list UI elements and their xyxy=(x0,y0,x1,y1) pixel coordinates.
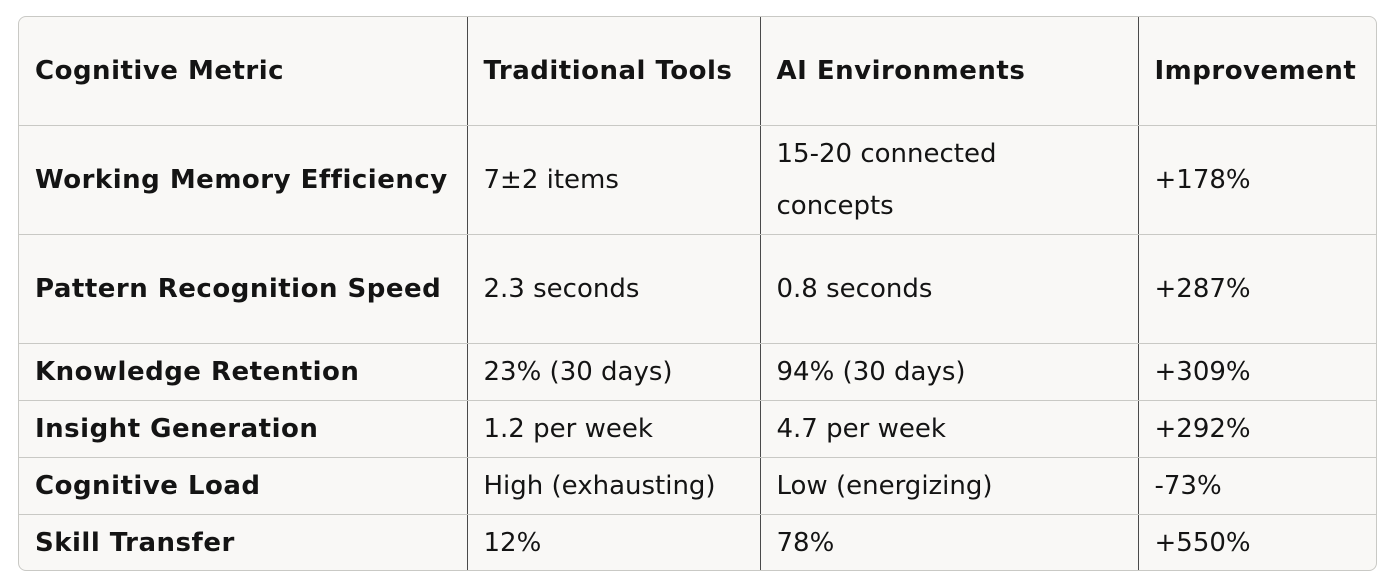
ai-value-cell: 94% (30 days) xyxy=(760,343,1139,401)
table-row: Working Memory Efficiency 7±2 items 15-2… xyxy=(19,125,1376,235)
table-header: Cognitive Metric Traditional Tools AI En… xyxy=(19,17,1376,126)
traditional-value-cell: 1.2 per week xyxy=(467,400,761,458)
traditional-value-cell: 2.3 seconds xyxy=(467,234,761,344)
improvement-cell: +292% xyxy=(1138,400,1376,458)
improvement-cell: +178% xyxy=(1138,125,1376,235)
column-header-traditional-tools: Traditional Tools xyxy=(467,17,761,126)
metric-cell: Cognitive Load xyxy=(19,457,468,515)
traditional-value-cell: 12% xyxy=(467,514,761,570)
header-row: Cognitive Metric Traditional Tools AI En… xyxy=(19,17,1376,126)
metric-cell: Skill Transfer xyxy=(19,514,468,570)
metric-cell: Knowledge Retention xyxy=(19,343,468,401)
table-row: Insight Generation 1.2 per week 4.7 per … xyxy=(19,400,1376,458)
metrics-table-container: Cognitive Metric Traditional Tools AI En… xyxy=(18,16,1377,571)
traditional-value-cell: 7±2 items xyxy=(467,125,761,235)
improvement-cell: -73% xyxy=(1138,457,1376,515)
ai-value-cell: 15-20 connected concepts xyxy=(760,125,1139,235)
ai-value-cell: 78% xyxy=(760,514,1139,570)
improvement-cell: +309% xyxy=(1138,343,1376,401)
table-body: Working Memory Efficiency 7±2 items 15-2… xyxy=(19,125,1376,570)
table-row: Cognitive Load High (exhausting) Low (en… xyxy=(19,457,1376,515)
ai-value-cell: 4.7 per week xyxy=(760,400,1139,458)
ai-value-cell: Low (energizing) xyxy=(760,457,1139,515)
column-header-ai-environments: AI Environments xyxy=(760,17,1139,126)
improvement-cell: +287% xyxy=(1138,234,1376,344)
table-row: Skill Transfer 12% 78% +550% xyxy=(19,514,1376,570)
improvement-cell: +550% xyxy=(1154,528,1251,558)
column-header-metric: Cognitive Metric xyxy=(19,17,468,126)
ai-value-cell: 0.8 seconds xyxy=(760,234,1139,344)
metric-cell: Working Memory Efficiency xyxy=(19,125,468,235)
metric-cell: Pattern Recognition Speed xyxy=(19,234,468,344)
metrics-table: Cognitive Metric Traditional Tools AI En… xyxy=(19,17,1376,570)
table-row: Pattern Recognition Speed 2.3 seconds 0.… xyxy=(19,234,1376,344)
traditional-value-cell: 23% (30 days) xyxy=(467,343,761,401)
table-row: Knowledge Retention 23% (30 days) 94% (3… xyxy=(19,343,1376,401)
column-header-improvement: Improvement xyxy=(1138,17,1376,126)
traditional-value-cell: High (exhausting) xyxy=(467,457,761,515)
metric-cell: Insight Generation xyxy=(19,400,468,458)
